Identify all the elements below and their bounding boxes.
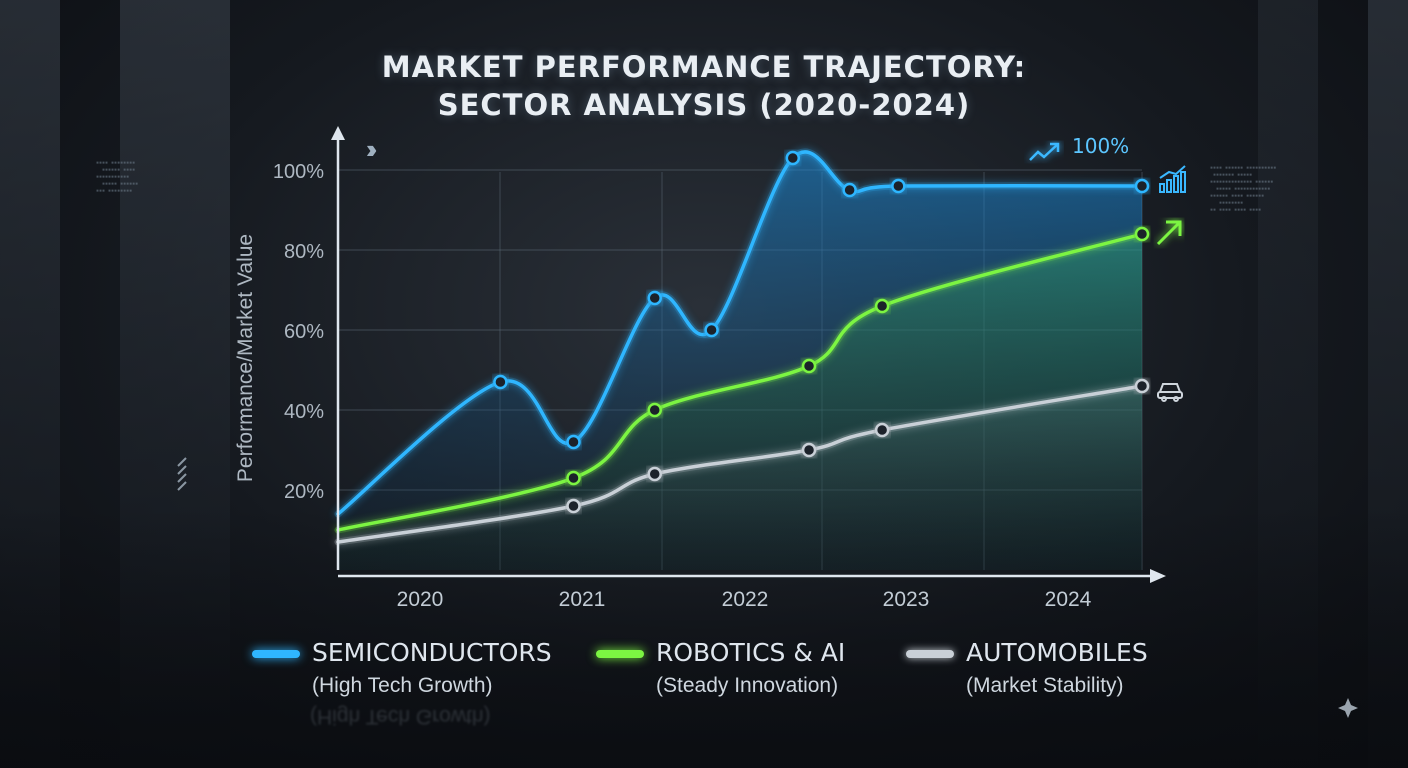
- area-semiconductors: [338, 151, 1142, 570]
- y-axis-arrowhead: [331, 126, 345, 140]
- annotation-100-label: 100%: [1072, 134, 1129, 158]
- data-point: [647, 290, 662, 306]
- data-point: [704, 322, 719, 338]
- x-tick-label: 2021: [559, 588, 606, 611]
- legend-swatch-robotics: [596, 650, 644, 658]
- y-tick-label: 80%: [284, 241, 324, 263]
- data-point: [874, 422, 890, 438]
- sparkle-icon: [1338, 698, 1358, 718]
- background-code-panel-right: ▪▪▪▪ ▪▪▪▪▪▪ ▪▪▪▪▪▪▪▪▪▪ ▪▪▪▪▪▪▪ ▪▪▪▪▪ ▪▪▪…: [1210, 165, 1277, 213]
- data-point: [647, 466, 662, 482]
- x-axis-arrowhead: [1150, 569, 1166, 583]
- series-line-automobiles: [336, 384, 1144, 544]
- chart-title-block: MARKET PERFORMANCE TRAJECTORY: SECTOR AN…: [0, 48, 1408, 124]
- legend-label-semiconductors: SEMICONDUCTORS: [312, 638, 552, 667]
- series-line-robotics-ai: [336, 232, 1144, 532]
- legend-swatch-automobiles: [906, 650, 954, 658]
- legend-label-automobiles: AUTOMOBILES: [966, 638, 1148, 667]
- legend-sub-automobiles: (Market Stability): [966, 674, 1124, 697]
- triple-chevron-icon: [177, 457, 187, 491]
- data-point: [1134, 178, 1150, 194]
- data-point: [842, 182, 857, 198]
- chart-title: MARKET PERFORMANCE TRAJECTORY:: [381, 50, 1027, 84]
- data-point: [566, 498, 581, 514]
- data-point: [874, 298, 890, 314]
- y-axis-label: Performance/Market Value: [234, 233, 257, 483]
- data-point: [891, 178, 906, 194]
- car-icon: [1157, 383, 1183, 402]
- chart-points: [493, 150, 1150, 514]
- y-tick-label: 100%: [273, 161, 324, 183]
- data-point: [566, 434, 581, 450]
- legend-sub-robotics: (Steady Innovation): [656, 674, 839, 697]
- data-point: [647, 402, 662, 418]
- x-tick-label: 2020: [397, 588, 444, 611]
- y-tick-label: 60%: [284, 321, 324, 343]
- x-tick-label: 2023: [883, 588, 930, 611]
- legend-label-robotics: ROBOTICS & AI: [656, 638, 846, 667]
- data-point: [801, 358, 817, 374]
- chart-subtitle: SECTOR ANALYSIS (2020-2024): [437, 88, 971, 122]
- x-tick-label: 2024: [1045, 588, 1092, 611]
- y-tick-label: 20%: [284, 481, 324, 503]
- background-code-panel-left: ▪▪▪▪ ▪▪▪▪▪▪▪▪ ▪▪▪▪▪▪ ▪▪▪▪ ▪▪▪▪▪▪▪▪▪▪▪ ▪▪…: [96, 160, 139, 194]
- data-point: [493, 374, 508, 390]
- chart-axes: [331, 126, 1166, 583]
- data-point: [566, 470, 581, 486]
- data-point: [785, 150, 801, 166]
- data-point: [801, 442, 817, 458]
- data-point: [1134, 378, 1150, 394]
- x-tick-label: 2022: [722, 588, 769, 611]
- y-tick-label: 40%: [284, 401, 324, 423]
- trend-up-icon: [1029, 142, 1060, 161]
- legend-sub-semiconductors: (High Tech Growth): [312, 674, 493, 697]
- legend-reflection: (High Tech Growth): [310, 705, 491, 728]
- data-point: [1134, 226, 1150, 242]
- bar-chart-icon: [1159, 165, 1186, 193]
- arrow-up-right-icon: [1156, 220, 1182, 246]
- legend-swatch-semiconductors: [252, 650, 300, 658]
- chart-areas: [338, 151, 1142, 570]
- chart-ticks: 20% 40% 60% 80% 100% 2020 2021 2022 2023 2024: [273, 161, 1092, 611]
